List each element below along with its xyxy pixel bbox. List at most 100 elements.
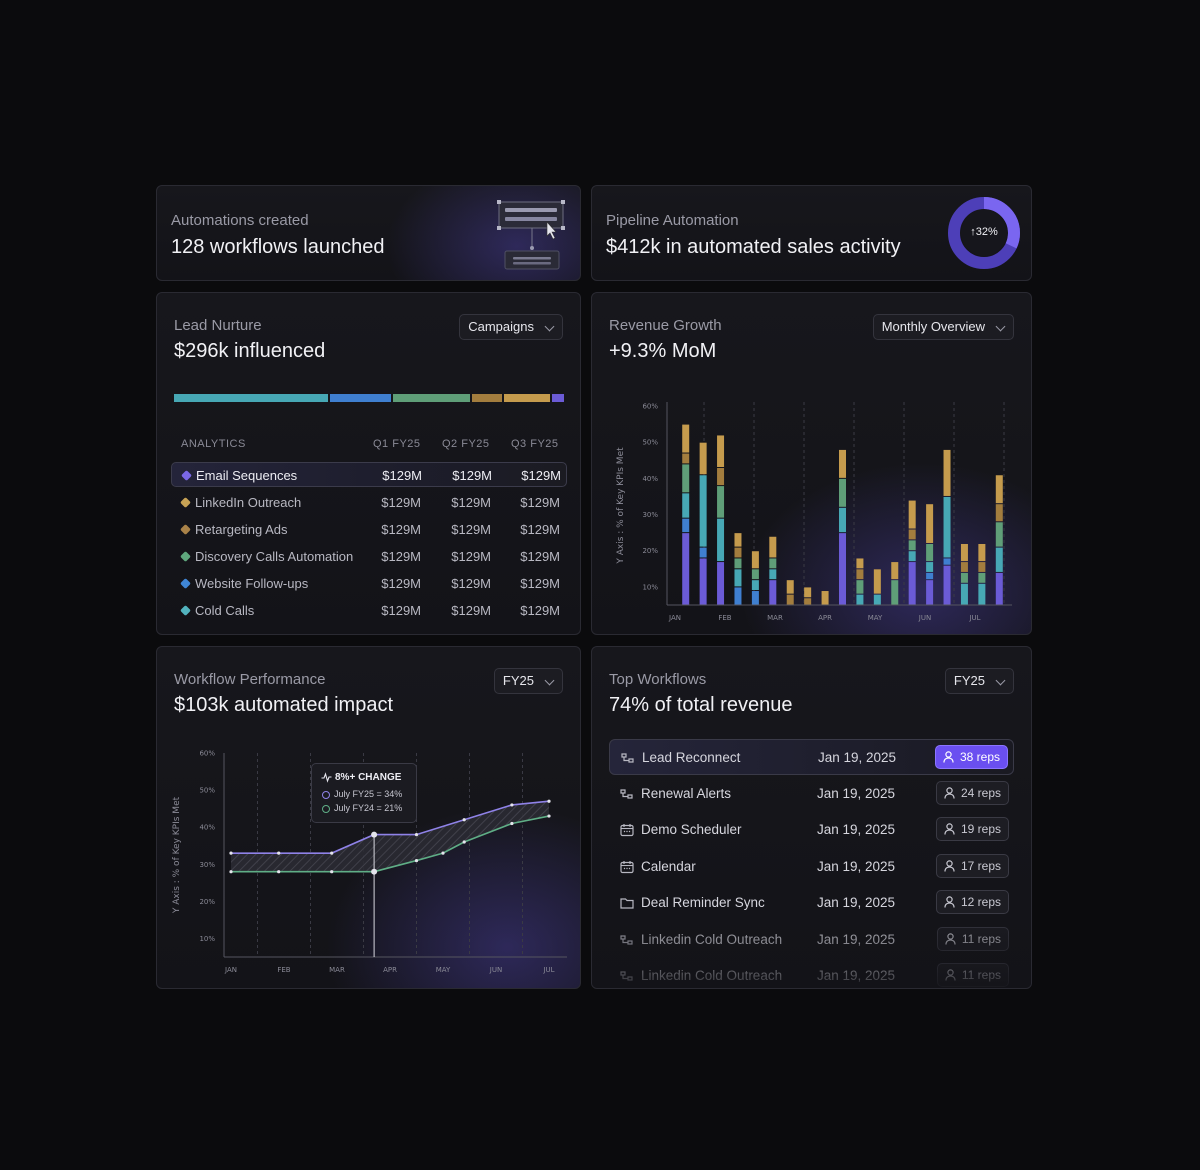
lead-nurture-card: Lead Nurture $296k influenced Campaigns … [156,292,581,635]
reps-badge[interactable]: 12 reps [935,890,1009,914]
row-q1: $129M [381,576,421,591]
table-row[interactable]: Retargeting Ads $129M $129M $129M [171,517,567,542]
list-item[interactable]: Demo Scheduler Jan 19, 2025 19 reps [609,812,1014,848]
table-header-analytics: ANALYTICS [181,438,246,450]
tooltip-fy25-marker [322,791,330,799]
bar-segment [717,468,725,486]
x-tick-label: JUL [542,966,554,974]
data-point [441,851,445,855]
workflow-date: Jan 19, 2025 [817,968,896,983]
bar-segment [751,569,759,580]
row-name: Cold Calls [195,603,255,618]
reps-badge[interactable]: 19 reps [935,817,1009,841]
top-workflows-label: Top Workflows [609,671,707,688]
bar-segment [821,591,829,605]
fy25-dropdown[interactable]: FY25 [493,668,563,694]
workflow-icon [620,789,633,799]
table-row[interactable]: LinkedIn Outreach $129M $129M $129M [171,490,567,515]
workflow-name: Renewal Alerts [641,786,732,801]
x-tick-label: FEB [277,966,290,974]
segment-5 [552,394,564,402]
series-line-FY25 [231,800,550,854]
list-item[interactable]: Deal Reminder Sync Jan 19, 2025 12 reps [609,885,1014,921]
x-tick-label: MAR [329,966,345,974]
bar-segment [908,562,916,605]
y-tick-label: 20% [642,547,658,555]
bar-segment [734,569,742,587]
x-tick-label: MAY [436,966,451,974]
segment-0 [174,394,328,402]
bar-segment [786,580,794,594]
bar-segment [734,558,742,569]
row-color-dot [180,578,191,589]
bar-segment [943,565,951,605]
bar-segment [839,533,846,605]
data-point [229,870,233,874]
workflow-date: Jan 19, 2025 [817,859,896,874]
workflow-name: Linkedin Cold Outreach [641,932,783,947]
bar-segment [960,572,968,583]
top-workflows-value: 74% of total revenue [609,694,793,716]
reps-count: 11 reps [961,932,1001,946]
table-row[interactable]: Website Follow-ups $129M $129M $129M [171,571,567,596]
list-item[interactable]: Lead Reconnect Jan 19, 2025 38 reps [609,739,1014,775]
table-header-q2: Q2 FY25 [442,438,490,450]
list-item[interactable]: Linkedin Cold Outreach Jan 19, 2025 11 rep… [609,922,1014,958]
bar-segment [734,587,742,605]
data-point [371,868,378,875]
list-item[interactable]: Renewal Alerts Jan 19, 2025 24 reps [609,776,1014,812]
chart-tooltip: 8%+ CHANGE July FY25 = 34% July FY24 = 2… [311,763,417,823]
monthly-overview-dropdown[interactable]: Monthly Overview [872,314,1014,340]
bar-segment [856,558,864,569]
bar-segment [717,435,725,468]
row-q1: $129M [381,522,421,537]
bar-segment [891,580,899,605]
workflow-performance-value: $103k automated impact [174,694,394,716]
reps-count: 17 reps [960,859,1001,873]
y-tick-label: 20% [199,898,215,906]
workflow-date: Jan 19, 2025 [817,822,896,837]
bar-segment [786,594,794,605]
reps-badge[interactable]: 17 reps [935,854,1009,878]
workflow-name: Lead Reconnect [642,750,741,765]
bar-segment [891,562,899,580]
list-item[interactable]: Linkedin Cold Outreach Jan 19, 2025 11 rep… [609,958,1014,988]
bar-segment [995,547,1003,572]
reps-count: 12 reps [960,895,1001,909]
bar-segment [960,543,968,562]
bar-segment [960,562,968,572]
automations-value: 128 workflows launched [171,236,385,258]
table-row[interactable]: Email Sequences $129M $129M $129M [171,462,567,487]
reps-badge[interactable]: 24 reps [935,781,1009,805]
row-q1: $129M [382,468,422,483]
row-name: Website Follow-ups [195,576,309,591]
data-point [330,851,334,855]
revenue-growth-card: Revenue Growth +9.3% MoM Monthly Overvie… [591,292,1032,635]
reps-badge[interactable]: 11 reps [936,963,1009,987]
row-q1: $129M [381,549,421,564]
workflow-date: Jan 19, 2025 [817,932,896,947]
data-point [414,833,419,837]
campaigns-dropdown[interactable]: Campaigns [459,314,563,340]
data-point [277,851,281,855]
data-point [547,814,551,818]
reps-badge[interactable]: 11 reps [936,927,1009,951]
user-icon [944,896,955,908]
row-q3: $129M [521,468,561,483]
data-point [414,858,419,863]
bar-segment [839,478,846,507]
list-item[interactable]: Calendar Jan 19, 2025 17 reps [609,849,1014,885]
folder-icon [620,898,634,909]
reps-badge[interactable]: 38 reps [934,745,1008,769]
bar-segment [769,558,777,569]
y-tick-label: 30% [642,511,658,519]
workflow-date: Jan 19, 2025 [818,750,897,765]
table-row[interactable]: Cold Calls $129M $129M $129M [171,598,567,623]
y-axis-label: Y Axis : % of Key KPIs Met [616,447,626,565]
x-tick-label: JUL [968,614,980,622]
top-workflows-fy25-dropdown[interactable]: FY25 [944,668,1014,694]
row-name: LinkedIn Outreach [195,495,302,510]
table-row[interactable]: Discovery Calls Automation $129M $129M $129… [171,544,567,569]
row-q2: $129M [451,522,491,537]
bar-segment [995,522,1003,547]
